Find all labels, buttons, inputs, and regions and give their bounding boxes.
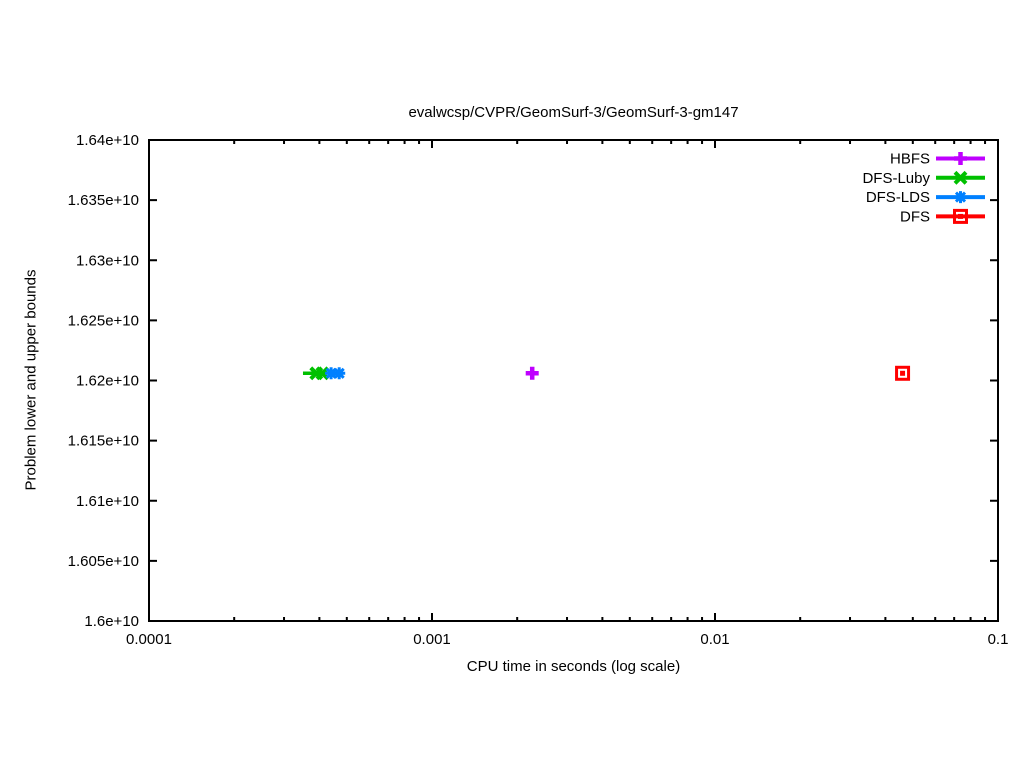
y-tick-label: 1.64e+10 xyxy=(76,132,139,149)
y-tick-label: 1.615e+10 xyxy=(68,433,139,450)
legend-dfs-square-marker-dot xyxy=(958,213,963,219)
series-dfs-lds-asterisk-marker xyxy=(333,367,346,380)
x-tick-label: 0.01 xyxy=(700,631,729,648)
legend-label-hbfs: HBFS xyxy=(890,151,930,168)
legend-dfs-square-marker xyxy=(953,208,968,224)
y-tick-label: 1.6e+10 xyxy=(84,613,139,630)
legend-dfs-luby-cross-marker xyxy=(953,170,968,185)
series-dfs-lds-asterisk-marker xyxy=(325,367,338,380)
legend-dfs-lds-asterisk-marker xyxy=(954,191,967,204)
y-axis-label: Problem lower and upper bounds xyxy=(22,269,40,491)
legend-label-dfs-lds: DFS-LDS xyxy=(866,189,930,206)
legend-label-dfs-luby: DFS-Luby xyxy=(862,170,930,187)
y-tick-label: 1.63e+10 xyxy=(76,252,139,269)
x-tick-label: 0.1 xyxy=(988,631,1009,648)
y-tick-label: 1.61e+10 xyxy=(76,493,139,510)
chart-title: evalwcsp/CVPR/GeomSurf-3/GeomSurf-3-gm14… xyxy=(408,104,739,121)
y-tick-label: 1.62e+10 xyxy=(76,373,139,390)
legend-label-dfs: DFS xyxy=(900,208,930,225)
legend-hbfs-plus-marker xyxy=(954,152,967,165)
x-tick-label: 0.0001 xyxy=(126,631,172,648)
x-axis-label: CPU time in seconds (log scale) xyxy=(466,658,681,675)
y-tick-label: 1.605e+10 xyxy=(68,553,139,570)
y-tick-label: 1.625e+10 xyxy=(68,312,139,329)
x-tick-label: 0.001 xyxy=(413,631,451,648)
plot-border xyxy=(148,139,999,622)
series-dfs-square-marker xyxy=(895,365,911,381)
series-dfs-square-marker-dot xyxy=(900,370,906,376)
series-hbfs-plus-marker xyxy=(525,366,539,380)
y-tick-label: 1.635e+10 xyxy=(68,192,139,209)
